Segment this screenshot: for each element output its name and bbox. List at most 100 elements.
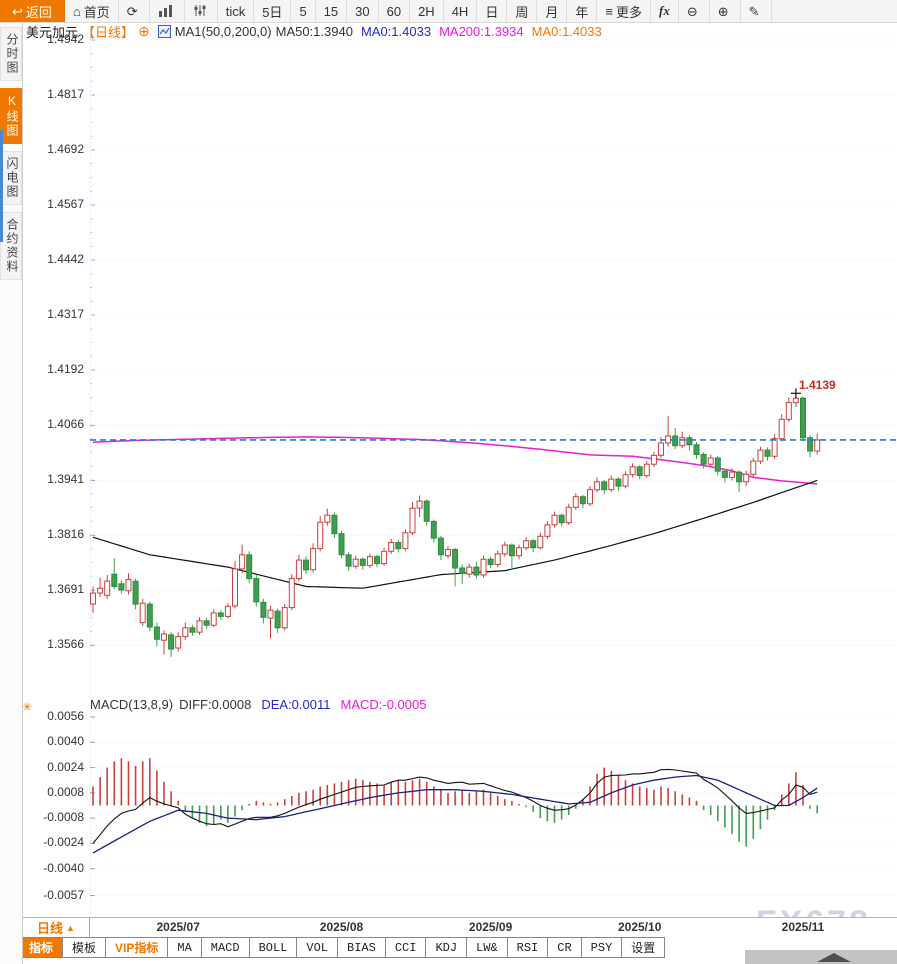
price-axis-label: 1.3941 bbox=[47, 472, 84, 486]
tab-rsi[interactable]: RSI bbox=[506, 937, 549, 958]
tab-macd[interactable]: MACD bbox=[200, 937, 250, 958]
toolbar-back-button[interactable]: ↩ 返回 bbox=[0, 0, 65, 22]
toolbar-period-week-button[interactable]: 周 bbox=[507, 0, 538, 22]
x-axis-row: 日线 ▲ 2025/07 2025/08 2025/09 2025/10 2025/11 bbox=[0, 917, 897, 938]
tab-cr[interactable]: CR bbox=[547, 937, 582, 958]
toolbar-period-60-button[interactable]: 60 bbox=[379, 0, 411, 22]
toolbar-period-30-button[interactable]: 30 bbox=[347, 0, 379, 22]
toolbar-period-tick-label: tick bbox=[225, 3, 246, 19]
macd-axis-label: 0.0008 bbox=[47, 784, 84, 799]
toolbar-period-30-label: 30 bbox=[355, 3, 370, 19]
price-axis-label: 1.4066 bbox=[47, 417, 84, 431]
toolbar-more-button[interactable]: ≡ 更多 bbox=[597, 0, 651, 22]
tab-settings[interactable]: 设置 bbox=[621, 937, 666, 958]
sidebar-scroll-indicator[interactable] bbox=[0, 130, 3, 242]
price-axis-label: 1.4192 bbox=[47, 362, 84, 376]
x-axis-month-label: 2025/10 bbox=[617, 920, 662, 934]
toolbar-period-15-button[interactable]: 15 bbox=[316, 0, 348, 22]
toolbar-zoom-out-button[interactable]: ⊖ bbox=[679, 0, 710, 22]
x-axis-month-label: 2025/07 bbox=[156, 920, 200, 934]
zoom-out-icon: ⊖ bbox=[686, 3, 698, 19]
macd-dea-value: DEA:0.0011 bbox=[261, 697, 331, 712]
tab-ma[interactable]: MA bbox=[167, 937, 202, 958]
macd-axis-label: 0.0024 bbox=[47, 759, 84, 774]
toolbar-period-5-button[interactable]: 5 bbox=[291, 0, 316, 22]
macd-axis-label: -0.0040 bbox=[43, 860, 84, 875]
tab-lw[interactable]: LW& bbox=[466, 937, 508, 958]
indicator-settings-icon[interactable]: ✳ bbox=[22, 700, 33, 714]
toolbar-period-week-label: 周 bbox=[515, 4, 529, 20]
toolbar-period-tick-button[interactable]: tick bbox=[218, 0, 255, 22]
ma50-value: MA50:1.3940 bbox=[275, 23, 353, 39]
toolbar-period-day-button[interactable]: 日 bbox=[477, 0, 508, 22]
high-price-label: 1.4139 bbox=[799, 378, 836, 392]
tab-psy[interactable]: PSY bbox=[580, 937, 623, 958]
price-axis-label: 1.4567 bbox=[47, 197, 84, 211]
bar-chart-icon bbox=[158, 4, 173, 19]
sidebar-item-kline-chart[interactable]: K线图 bbox=[0, 88, 22, 144]
toolbar-zoom-in-button[interactable]: ⊕ bbox=[710, 0, 741, 22]
price-axis-label: 1.4942 bbox=[47, 32, 84, 46]
chevron-up-icon: ▲ bbox=[66, 922, 75, 933]
chart-type-sidebar: 分时图 K线图闪电图合约资料 bbox=[0, 22, 23, 964]
toolbar-home-label: 首页 bbox=[83, 4, 110, 20]
toolbar-period-5d-button[interactable]: 5日 bbox=[254, 0, 292, 22]
macd-title: MACD(13,8,9) bbox=[90, 697, 174, 712]
toolbar-period-4h-button[interactable]: 4H bbox=[444, 0, 478, 22]
sidebar-item-lightning-chart[interactable]: 闪电图 bbox=[0, 151, 22, 205]
sidebar-item-contract-info[interactable]: 合约资料 bbox=[0, 212, 22, 280]
macd-axis-label: -0.0024 bbox=[43, 835, 84, 850]
bottom-panel-handle[interactable] bbox=[745, 950, 897, 964]
tab-cci[interactable]: CCI bbox=[384, 937, 427, 958]
toolbar-indicator-sliders-button[interactable] bbox=[185, 0, 218, 22]
tab-indicators[interactable]: 指标 bbox=[19, 937, 64, 958]
toolbar-period-day-label: 日 bbox=[485, 4, 499, 20]
sidebar-item-time-chart[interactable]: 分时图 bbox=[0, 27, 22, 81]
toolbar-period-month-button[interactable]: 月 bbox=[537, 0, 568, 22]
refresh-icon: ⟳ bbox=[126, 3, 138, 19]
top-toolbar: ↩ 返回 ⌂ 首页 ⟳ tick 5日 5 15 30 60 2H 4H 日周月年 ≡ 更多 fx ⊖ ⊕ ✎ bbox=[0, 0, 897, 23]
toolbar-formula-label: fx bbox=[659, 3, 670, 18]
toolbar-chart-type-button[interactable] bbox=[150, 0, 185, 22]
price-axis-label: 1.4442 bbox=[47, 252, 84, 266]
toolbar-period-year-label: 年 bbox=[575, 4, 589, 20]
zoom-in-icon: ⊕ bbox=[717, 3, 729, 19]
tab-templates[interactable]: 模板 bbox=[62, 937, 107, 958]
main-chart-canvas[interactable] bbox=[90, 30, 897, 695]
chart-header: 美元加元 【日线】 ⊕ MA1(50,0,200,0) MA50:1.3940 … bbox=[26, 22, 602, 40]
tab-bias[interactable]: BIAS bbox=[337, 937, 386, 958]
toolbar-period-year-button[interactable]: 年 bbox=[567, 0, 598, 22]
price-axis-label: 1.4317 bbox=[47, 307, 84, 321]
toolbar-period-4h-label: 4H bbox=[451, 3, 469, 19]
x-axis-month-label: 2025/11 bbox=[781, 920, 825, 934]
price-axis-label: 1.3566 bbox=[47, 637, 84, 651]
x-axis-month-label: 2025/09 bbox=[468, 920, 513, 934]
price-axis-label: 1.3816 bbox=[47, 527, 84, 541]
macd-diff-value: DIFF:0.0008 bbox=[179, 697, 252, 712]
toolbar-period-2h-label: 2H bbox=[418, 3, 435, 19]
ma200-value: MA200:1.3934 bbox=[439, 23, 524, 39]
toolbar-period-2h-button[interactable]: 2H bbox=[410, 0, 444, 22]
tab-kdj[interactable]: KDJ bbox=[425, 937, 468, 958]
macd-header: MACD(13,8,9) DIFF:0.0008 DEA:0.0011 MACD… bbox=[90, 697, 426, 713]
tab-vol[interactable]: VOL bbox=[296, 937, 339, 958]
tab-boll[interactable]: BOLL bbox=[248, 937, 298, 958]
toolbar-formula-button[interactable]: fx bbox=[651, 0, 679, 22]
tab-vip-indicators[interactable]: VIP指标 bbox=[105, 937, 169, 958]
add-favorite-icon[interactable]: ⊕ bbox=[138, 22, 150, 39]
home-icon: ⌂ bbox=[72, 3, 81, 19]
toolbar-refresh-button[interactable]: ⟳ bbox=[119, 0, 150, 22]
period-selector-label: 日线 bbox=[37, 921, 64, 936]
price-axis-label: 1.4817 bbox=[47, 87, 84, 101]
toolbar-more-label: 更多 bbox=[615, 4, 642, 20]
price-axis-label: 1.3691 bbox=[47, 582, 84, 596]
toolbar-home-button[interactable]: ⌂ 首页 bbox=[65, 0, 119, 22]
macd-axis-label: -0.0057 bbox=[43, 887, 84, 902]
macd-chart-canvas[interactable] bbox=[90, 705, 897, 917]
toolbar-draw-button[interactable]: ✎ bbox=[741, 0, 772, 22]
ma0-blue-value: MA0:1.4033 bbox=[360, 23, 432, 39]
toolbar-period-60-label: 60 bbox=[386, 3, 402, 19]
period-selector[interactable]: 日线 ▲ bbox=[22, 918, 90, 937]
x-axis-month-label: 2025/08 bbox=[319, 920, 364, 934]
indicator-tab-bar: 指标 模板 VIP指标 MA MACD BOLL VOL BIAS CCI KDJ LW& RSI CR… bbox=[19, 937, 666, 958]
